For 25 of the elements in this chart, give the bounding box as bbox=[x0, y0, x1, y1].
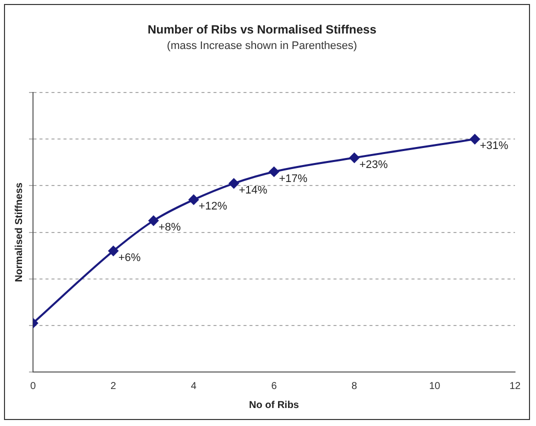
x-tick-label: 2 bbox=[110, 380, 117, 392]
annotation: +6% bbox=[118, 252, 141, 264]
x-axis-title: No of Ribs bbox=[249, 400, 300, 411]
x-tick-label: 0 bbox=[30, 380, 36, 392]
x-tick-label: 8 bbox=[352, 380, 358, 392]
y-axis-title: Normalised Stiffness bbox=[14, 182, 25, 282]
point bbox=[188, 194, 199, 205]
x-tick-label: 12 bbox=[509, 380, 521, 392]
x-tick-label: 10 bbox=[429, 380, 441, 392]
x-tick-label: 6 bbox=[271, 380, 278, 392]
x-tick-label: 4 bbox=[190, 380, 197, 392]
chart-subtitle: (mass Increase shown in Parentheses) bbox=[166, 40, 358, 52]
annotation: +14% bbox=[238, 184, 268, 196]
annotation: +8% bbox=[158, 222, 182, 234]
point bbox=[470, 134, 480, 144]
chart-title: Number of Ribs vs Normalised Stiffness bbox=[148, 22, 377, 37]
point bbox=[269, 166, 279, 177]
annotation: +31% bbox=[480, 140, 508, 152]
annotation: +23% bbox=[359, 158, 388, 171]
annotation: +17% bbox=[279, 172, 308, 185]
point bbox=[349, 152, 360, 163]
point bbox=[148, 216, 158, 226]
point bbox=[108, 246, 118, 256]
point bbox=[228, 178, 239, 188]
annotation: +12% bbox=[198, 200, 228, 213]
